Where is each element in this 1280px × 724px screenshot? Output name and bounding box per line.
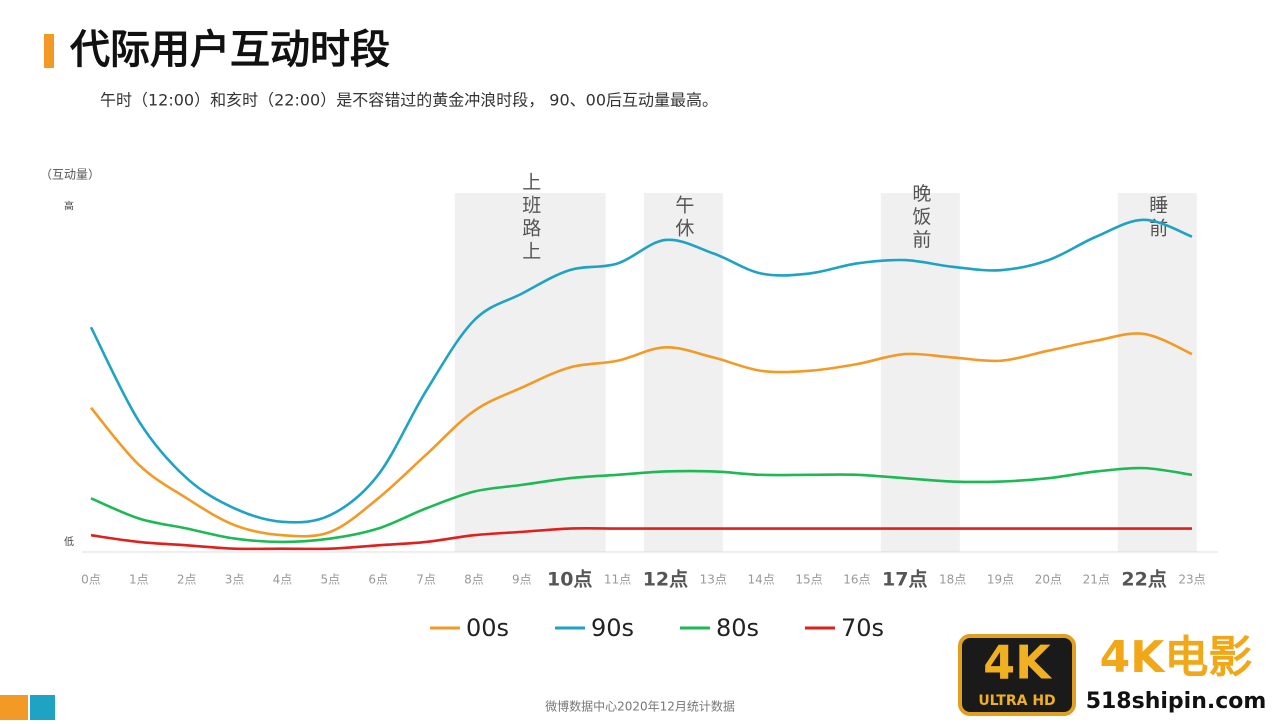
watermark-badge <box>958 634 1076 716</box>
band-label: 晚饭前 <box>909 183 931 252</box>
x-tick-label: 1点 <box>129 573 149 587</box>
watermark-badge-text: 4K <box>983 636 1053 690</box>
x-tick-label: 18点 <box>939 573 966 587</box>
x-tick-label: 6点 <box>368 573 388 587</box>
x-tick-label: 4点 <box>273 573 293 587</box>
x-tick-label: 12点 <box>643 569 688 591</box>
legend-label: 80s <box>716 614 759 642</box>
series-line <box>90 526 1192 551</box>
y-tick-label: 低 <box>64 535 74 548</box>
legend-label: 00s <box>466 614 509 642</box>
legend-label: 70s <box>841 614 884 642</box>
x-tick-label: 15点 <box>795 573 822 587</box>
y-axis-label: （互动量） <box>40 168 100 182</box>
x-tick-label: 20点 <box>1035 573 1062 587</box>
x-tick-label: 22点 <box>1121 569 1166 591</box>
x-tick-label: 8点 <box>464 573 484 587</box>
x-tick-label: 9点 <box>512 573 532 587</box>
band-label: 上班路上 <box>519 172 541 264</box>
highlight-band <box>880 193 960 552</box>
x-tick-label: 13点 <box>700 573 727 587</box>
highlight-band <box>454 193 606 552</box>
series-line <box>90 332 1193 538</box>
y-tick-label: 高 <box>64 199 74 212</box>
x-tick-label: 14点 <box>748 573 775 587</box>
subtitle: 午时（12:00）和亥时（22:00）是不容错过的黄金冲浪时段， 90、00后互… <box>100 91 718 110</box>
legend-label: 90s <box>591 614 634 642</box>
x-tick-label: 0点 <box>81 573 101 587</box>
band-label: 午休 <box>672 195 694 241</box>
corner-block <box>0 695 28 720</box>
watermark-title: 4K电影 <box>1100 632 1253 683</box>
footer: 微博数据中心2020年12月统计数据 <box>545 699 735 714</box>
x-tick-label: 19点 <box>987 573 1014 587</box>
x-tick-label: 16点 <box>843 573 870 587</box>
x-tick-label: 3点 <box>225 573 245 587</box>
series-line <box>89 218 1193 524</box>
x-tick-label: 2点 <box>177 573 197 587</box>
x-tick-label: 21点 <box>1083 573 1110 587</box>
x-tick-label: 5点 <box>321 573 341 587</box>
corner-block <box>30 695 55 720</box>
watermark-site: 518shipin.com <box>1086 689 1267 714</box>
x-tick-label: 17点 <box>882 569 927 591</box>
series-line <box>90 466 1193 544</box>
highlight-band <box>643 193 723 552</box>
x-tick-label: 10点 <box>547 569 592 591</box>
x-tick-label: 7点 <box>416 573 436 587</box>
title-accent <box>44 34 54 68</box>
x-tick-label: 11点 <box>604 573 631 587</box>
x-tick-label: 23点 <box>1178 573 1205 587</box>
band-label: 睡前 <box>1146 195 1168 241</box>
watermark-badge-sub: ULTRA HD <box>978 693 1055 709</box>
title: 代际用户互动时段 <box>69 27 390 73</box>
highlight-band <box>1117 193 1197 552</box>
